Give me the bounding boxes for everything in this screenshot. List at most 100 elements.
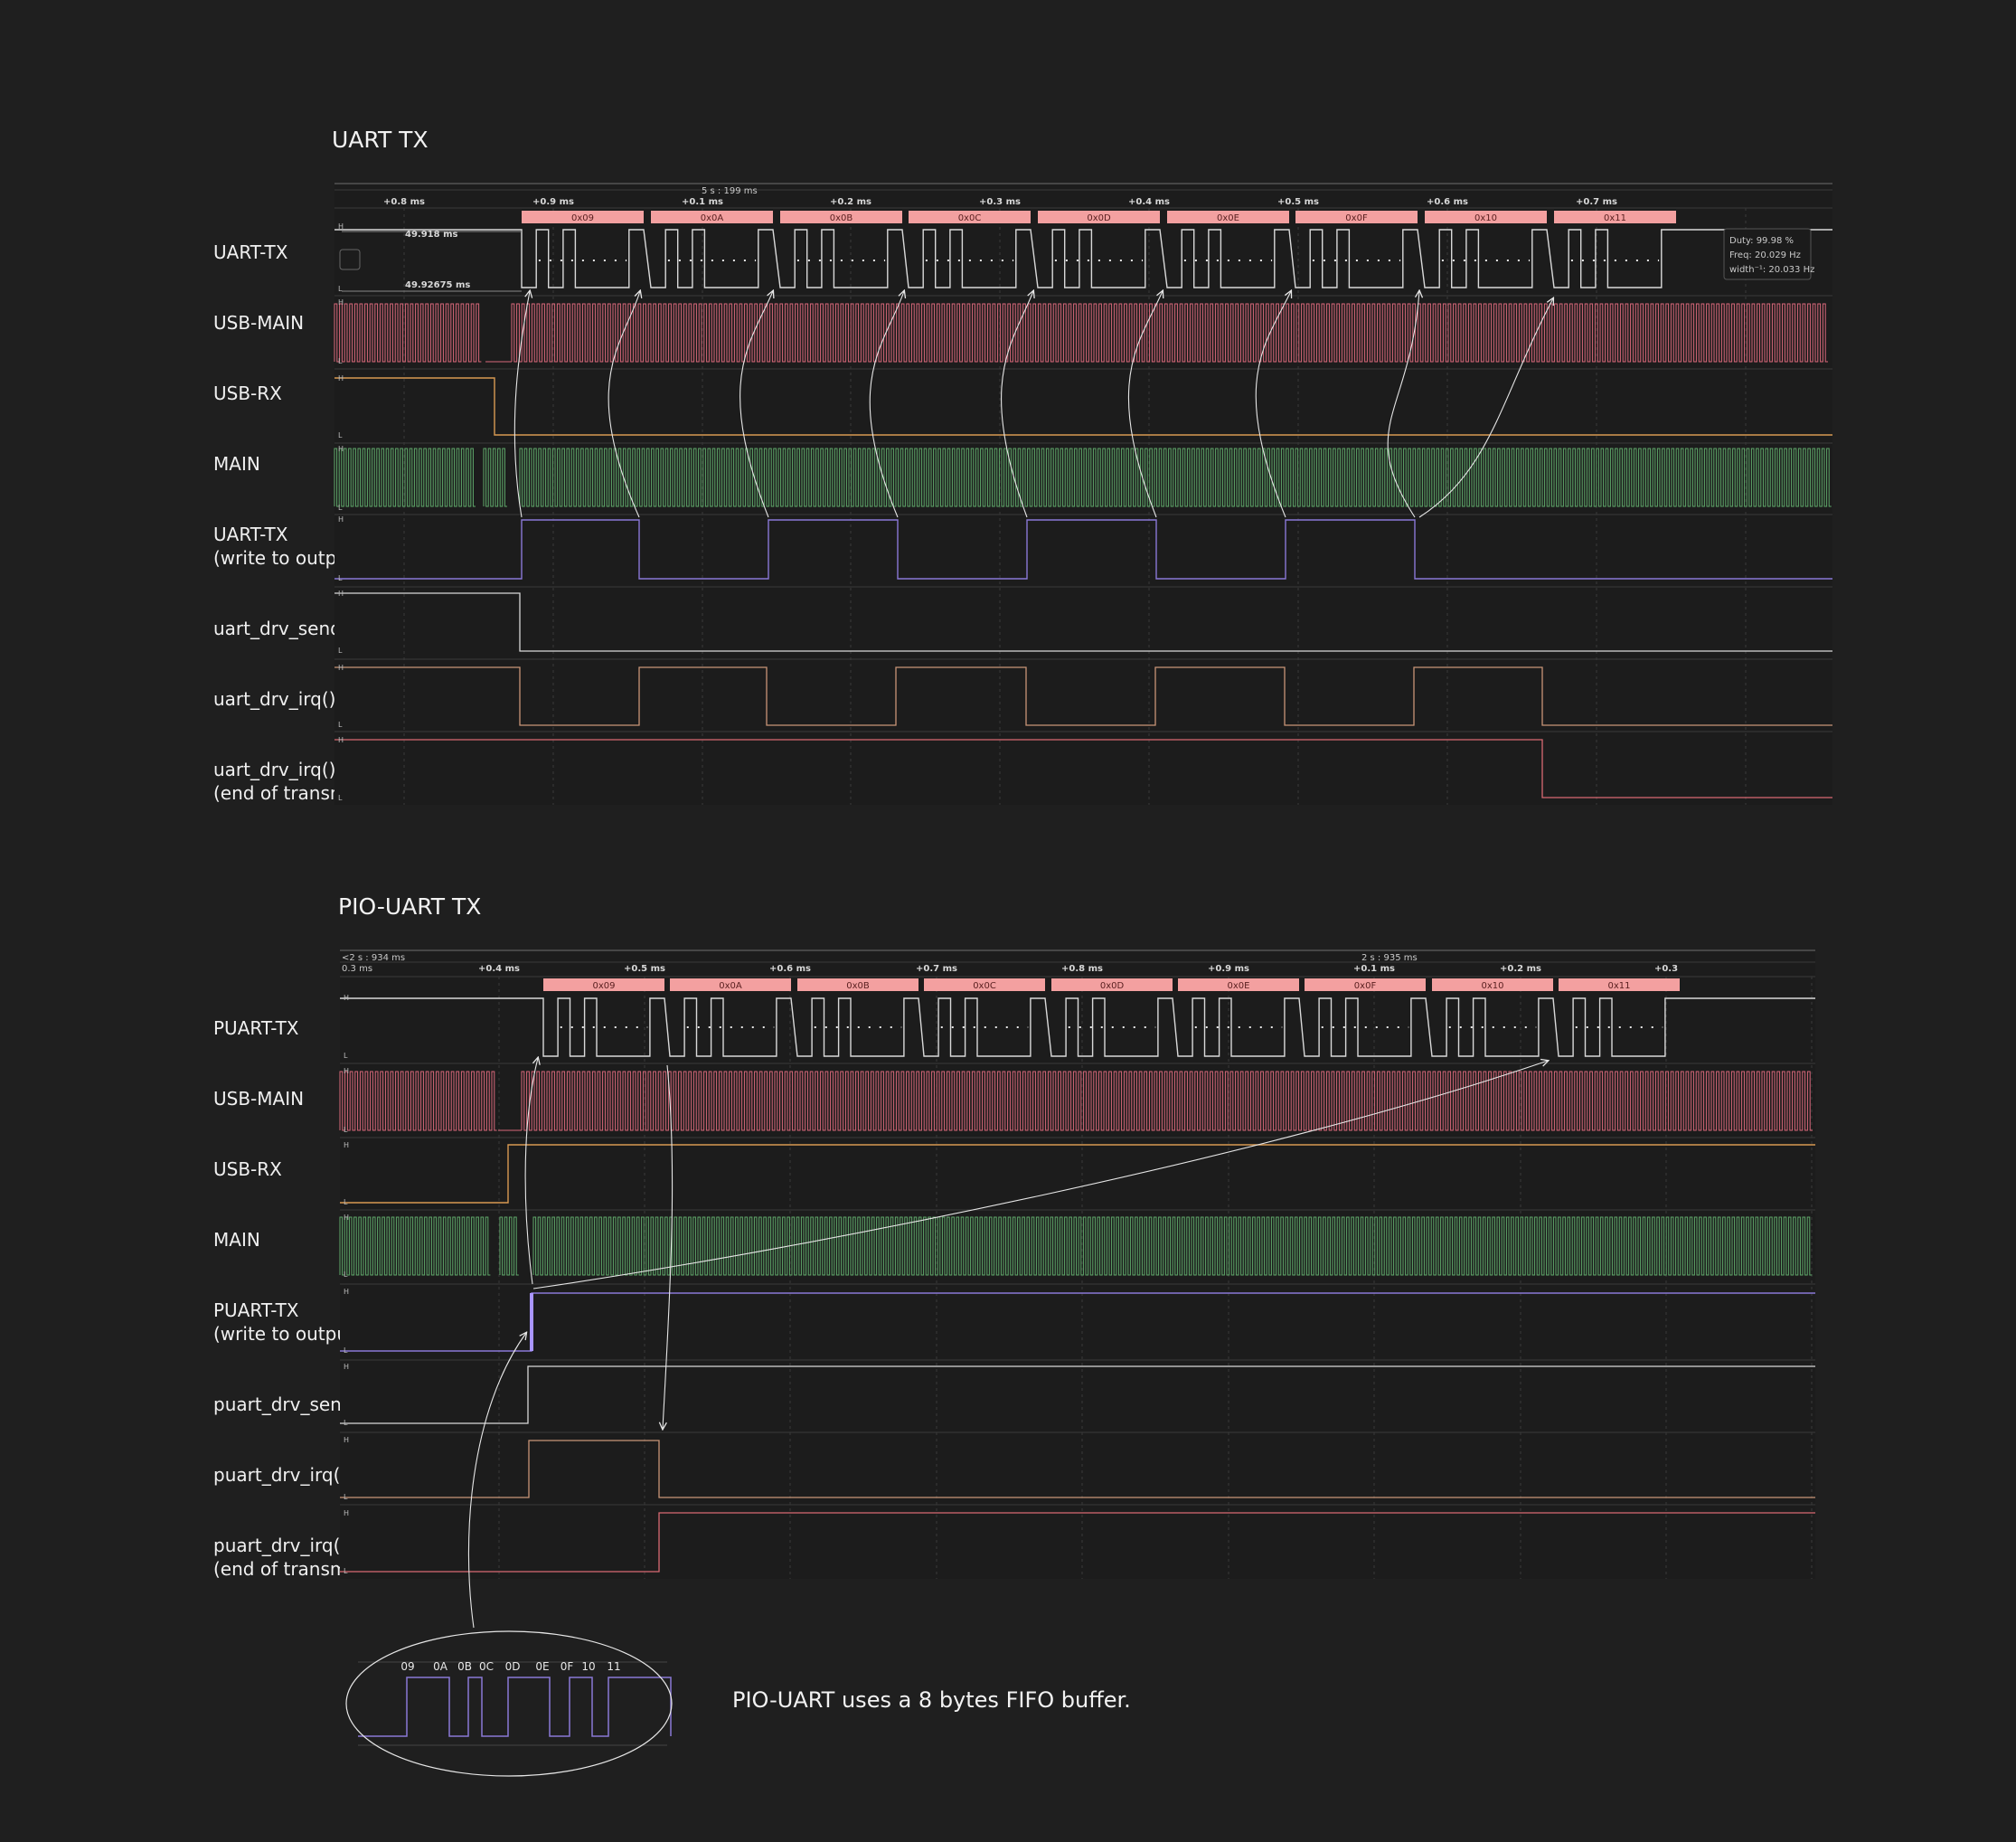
bottom-byte-box bbox=[1559, 978, 1680, 991]
top-end-tx-trace bbox=[334, 739, 1832, 798]
cursor-a: 49.918 ms bbox=[405, 230, 457, 240]
top-uart-tx-trace bbox=[334, 229, 1832, 288]
bubble-trace bbox=[358, 1677, 672, 1737]
bottom-tick-label: +0.9 ms bbox=[1208, 964, 1249, 974]
measure-freq: Freq: 20.029 Hz bbox=[1729, 250, 1801, 260]
traces bbox=[334, 229, 1832, 1746]
level-low-mark: L bbox=[338, 574, 343, 582]
bottom-byte-box bbox=[1178, 978, 1299, 991]
top-tick-label: +0.8 ms bbox=[383, 197, 425, 207]
level-high-mark: H bbox=[338, 222, 344, 231]
bottom-tick-label: +0.4 ms bbox=[478, 964, 520, 974]
bubble-byte-label: 0B bbox=[457, 1660, 472, 1673]
cursor-b: 49.92675 ms bbox=[405, 280, 470, 290]
level-high-mark: H bbox=[344, 1288, 349, 1296]
level-low-mark: L bbox=[338, 504, 343, 512]
bottom-tick-label: +0.8 ms bbox=[1061, 964, 1103, 974]
bottom-irq-trace bbox=[340, 1440, 1815, 1498]
level-low-mark: L bbox=[344, 1126, 348, 1134]
top-label-uart-tx: UART-TX bbox=[213, 241, 288, 263]
top-main-trace bbox=[483, 448, 507, 507]
top-irq-trace bbox=[334, 666, 1832, 726]
bottom-write-reg-burst bbox=[530, 1293, 533, 1351]
bubble-byte-label: 11 bbox=[607, 1660, 620, 1673]
top-byte-label: 0x0B bbox=[830, 213, 853, 223]
level-low-mark: L bbox=[338, 357, 343, 365]
top-byte-label: 0x11 bbox=[1604, 213, 1626, 223]
level-high-mark: H bbox=[338, 374, 344, 383]
level-low-mark: L bbox=[344, 1346, 348, 1355]
level-low-mark: L bbox=[338, 721, 343, 729]
top-tick-label: +0.9 ms bbox=[532, 197, 574, 207]
bottom-byte-label: 0x10 bbox=[1481, 981, 1503, 991]
bottom-label-usb-main: USB-MAIN bbox=[213, 1088, 305, 1110]
level-low-mark: L bbox=[344, 1052, 348, 1060]
bottom-byte-label: 0x0E bbox=[1228, 981, 1250, 991]
bottom-byte-box bbox=[1051, 978, 1173, 991]
bottom-puart-tx-trace bbox=[340, 997, 1815, 1057]
bottom-tick-label: +0.3 bbox=[1654, 964, 1678, 974]
top-label-usb-main: USB-MAIN bbox=[213, 312, 305, 334]
top-byte-label: 0x0D bbox=[1087, 213, 1111, 223]
fifo-note: PIO-UART uses a 8 bytes FIFO buffer. bbox=[732, 1687, 1131, 1713]
top-label-irq: uart_drv_irq() bbox=[213, 688, 336, 710]
top-usb-main-trace bbox=[511, 303, 1828, 363]
annotation-arrow bbox=[740, 291, 773, 518]
top-label-main: MAIN bbox=[213, 453, 260, 475]
annotation-arrow bbox=[1418, 298, 1553, 518]
annotation-arrow bbox=[663, 1064, 674, 1429]
top-timestamp: 5 s : 199 ms bbox=[702, 186, 758, 196]
bottom-byte-label: 0x09 bbox=[592, 981, 615, 991]
level-low-mark: L bbox=[338, 431, 343, 439]
bottom-byte-box bbox=[924, 978, 1045, 991]
level-low-mark: L bbox=[344, 1271, 348, 1279]
level-high-mark: H bbox=[338, 298, 344, 307]
top-byte-label: 0x0F bbox=[1345, 213, 1368, 223]
top-byte-box bbox=[651, 211, 773, 223]
level-high-mark: H bbox=[338, 664, 344, 672]
bottom-tick-label: +0.5 ms bbox=[624, 964, 665, 974]
measure-box bbox=[1723, 228, 1812, 280]
annotation-arrow bbox=[1001, 291, 1033, 518]
top-main-trace bbox=[519, 448, 1832, 507]
bottom-usb-main-trace bbox=[521, 1071, 1813, 1131]
top-byte-label: 0x09 bbox=[571, 213, 594, 223]
top-tick-label: +0.2 ms bbox=[830, 197, 871, 207]
zoom-bubble bbox=[345, 1630, 673, 1777]
level-low-mark: L bbox=[344, 1198, 348, 1206]
bottom-end-tx-trace bbox=[340, 1512, 1815, 1573]
top-byte-label: 0x0A bbox=[701, 213, 724, 223]
bottom-timestamp: 2 s : 935 ms bbox=[1361, 953, 1418, 963]
bottom-tick-label: +0.2 ms bbox=[1500, 964, 1541, 974]
bottom-byte-label: 0x0D bbox=[1100, 981, 1125, 991]
level-low-mark: L bbox=[344, 1493, 348, 1501]
bubble-byte-label: 0E bbox=[535, 1660, 549, 1673]
bottom-tick-label: +0.1 ms bbox=[1353, 964, 1395, 974]
annotation-arrows bbox=[345, 291, 1553, 1777]
top-byte-box bbox=[1167, 211, 1289, 223]
top-label-usb-rx: USB-RX bbox=[213, 383, 282, 404]
bottom-main-trace bbox=[499, 1216, 519, 1276]
level-high-mark: H bbox=[344, 1214, 349, 1222]
level-high-mark: H bbox=[338, 736, 344, 744]
top-byte-box bbox=[780, 211, 902, 223]
top-byte-box bbox=[1038, 211, 1160, 223]
bottom-timestamp-left-sub: 0.3 ms bbox=[342, 964, 372, 974]
annotation-arrow bbox=[467, 1333, 526, 1629]
top-send-buff-trace bbox=[334, 592, 1832, 652]
level-high-mark: H bbox=[344, 994, 349, 1002]
level-low-mark: L bbox=[344, 1567, 348, 1575]
level-high-mark: H bbox=[344, 1141, 349, 1149]
level-high-mark: H bbox=[338, 515, 344, 524]
bottom-tick-label: +0.7 ms bbox=[916, 964, 957, 974]
level-high-mark: H bbox=[338, 445, 344, 453]
top-usb-main-trace bbox=[334, 303, 482, 363]
top-byte-label: 0x0E bbox=[1217, 213, 1239, 223]
level-high-mark: H bbox=[338, 590, 344, 598]
bottom-byte-box bbox=[1432, 978, 1553, 991]
level-low-mark: L bbox=[338, 647, 343, 655]
bubble-byte-label: 09 bbox=[400, 1660, 414, 1673]
bubble-byte-label: 0F bbox=[561, 1660, 574, 1673]
bubble-byte-label: 0C bbox=[479, 1660, 494, 1673]
